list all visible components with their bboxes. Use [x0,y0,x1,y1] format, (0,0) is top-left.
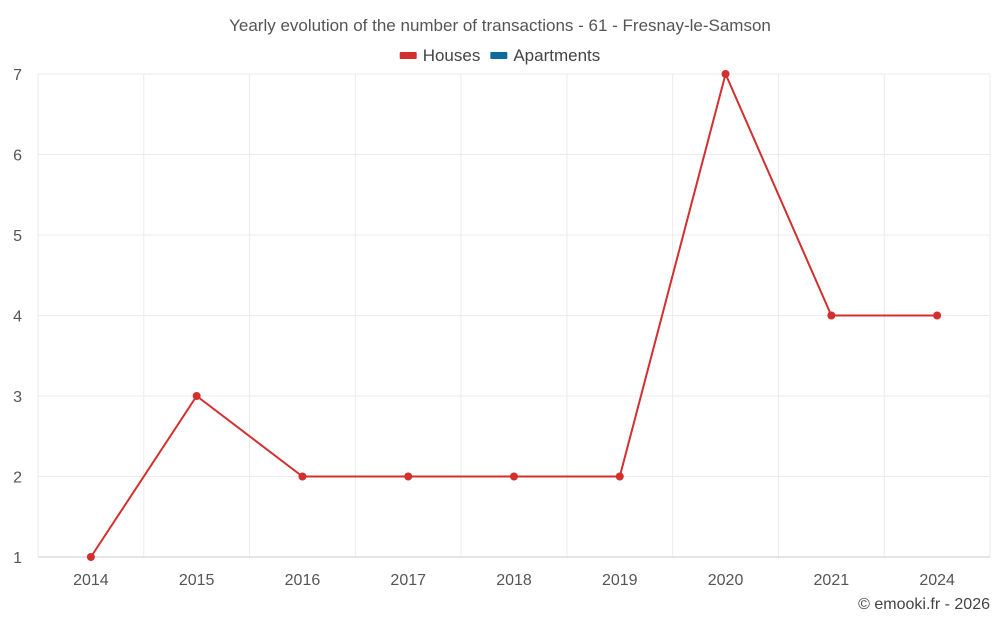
data-point[interactable] [510,472,518,481]
credit-text: © emooki.fr - 2026 [858,596,990,613]
legend-label: Houses [423,46,481,65]
x-tick-label: 2018 [496,572,532,589]
data-point[interactable] [298,472,307,481]
x-tick-label: 2024 [919,572,955,589]
data-point[interactable] [827,311,836,320]
data-point[interactable] [404,472,413,481]
y-tick-label: 5 [13,228,22,245]
data-point[interactable] [933,311,942,320]
data-point[interactable] [192,392,201,400]
legend-label: Apartments [513,46,600,65]
chart-title: Yearly evolution of the number of transa… [229,16,771,35]
y-axis: 1 2 3 4 5 6 7 [13,67,22,567]
grid [37,73,991,557]
x-tick-label: 2016 [285,572,321,589]
series-layer [86,70,942,561]
y-tick-label: 7 [13,67,22,84]
data-point[interactable] [86,553,95,561]
legend[interactable]: Houses Apartments [399,46,601,65]
y-tick-label: 6 [13,148,22,165]
legend-swatch [399,52,417,59]
x-tick-label: 2019 [602,572,638,589]
x-tick-label: 2021 [814,572,850,589]
data-point[interactable] [721,70,730,78]
x-tick-label: 2020 [708,572,744,589]
x-tick-label: 2015 [179,572,215,589]
y-tick-label: 2 [13,470,22,487]
y-tick-label: 4 [13,309,22,326]
data-point[interactable] [615,472,624,481]
legend-item-houses[interactable]: Houses [399,46,481,65]
y-tick-label: 3 [13,389,22,406]
x-tick-label: 2017 [390,572,426,589]
legend-item-apartments[interactable]: Apartments [490,46,600,65]
x-tick-label: 2014 [73,572,109,589]
x-axis: 2014 2015 2016 2017 2018 2019 2020 2021 2024 [38,556,990,589]
y-tick-label: 1 [13,550,22,567]
legend-swatch [490,52,508,59]
